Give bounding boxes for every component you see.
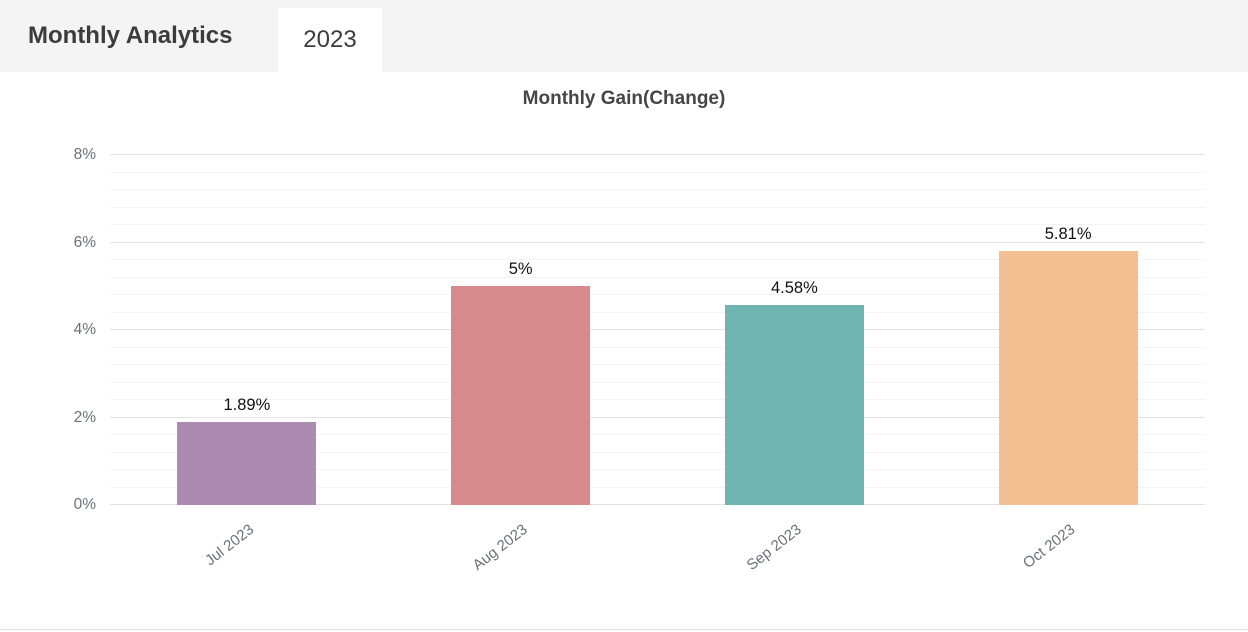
gridline-minor [110, 311, 1205, 313]
gridline-major [110, 504, 1205, 505]
x-axis-label-jul-2023: Jul 2023 [202, 521, 258, 570]
gridline-minor [110, 486, 1205, 488]
bar-jul-2023[interactable] [177, 422, 317, 505]
gridline-minor [110, 224, 1205, 225]
bar-value-label: 1.89% [223, 396, 271, 415]
gridline-minor [110, 451, 1205, 453]
y-axis-tick-label: 4% [73, 321, 96, 338]
gridline-minor [110, 206, 1205, 208]
bar-value-label: 5.81% [1044, 224, 1092, 243]
tab-2023[interactable]: 2023 [278, 8, 382, 76]
gridline-major [110, 241, 1205, 243]
bar-value-label: 4.58% [770, 278, 818, 297]
gridline-minor [110, 364, 1205, 365]
x-axis-label-oct-2023: Oct 2023 [1020, 521, 1079, 572]
gridline-major [110, 154, 1205, 155]
x-axis-label-sep-2023: Sep 2023 [743, 521, 805, 574]
gridline-minor [110, 346, 1205, 348]
x-axis-label-aug-2023: Aug 2023 [470, 521, 532, 574]
gridline-minor [110, 469, 1205, 470]
gridline-minor [110, 294, 1205, 295]
y-axis-tick-label: 8% [73, 146, 96, 163]
gridline-minor [110, 434, 1205, 435]
page-title: Monthly Analytics [28, 22, 233, 49]
header-bar: Monthly Analytics 2023 [0, 0, 1248, 76]
bottom-border-divider [0, 629, 1248, 630]
gridline-minor [110, 171, 1205, 173]
y-axis-tick-label: 2% [73, 408, 96, 426]
gridline-major [110, 329, 1205, 330]
bar-sep-2023[interactable] [724, 304, 864, 505]
gridline-minor [110, 259, 1205, 260]
gridline-minor [110, 381, 1205, 383]
gridline-major [110, 416, 1205, 418]
gridline-minor [110, 189, 1205, 190]
gridline-minor [110, 276, 1205, 278]
tab-2023-label: 2023 [303, 26, 357, 53]
chart-title: Monthly Gain(Change) [522, 88, 726, 109]
bar-value-label: 5% [508, 260, 533, 279]
y-axis-tick-label: 0% [73, 496, 96, 513]
bar-chart-plot-area: 0% 2% 4% 6% 8% 1.89% Jul 2023 5% Aug 2023 4.58% Se… [74, 146, 1205, 574]
y-axis-tick-label: 6% [73, 233, 96, 251]
bar-oct-2023[interactable] [998, 250, 1138, 505]
gridline-minor [110, 399, 1205, 400]
bar-aug-2023[interactable] [451, 286, 591, 505]
